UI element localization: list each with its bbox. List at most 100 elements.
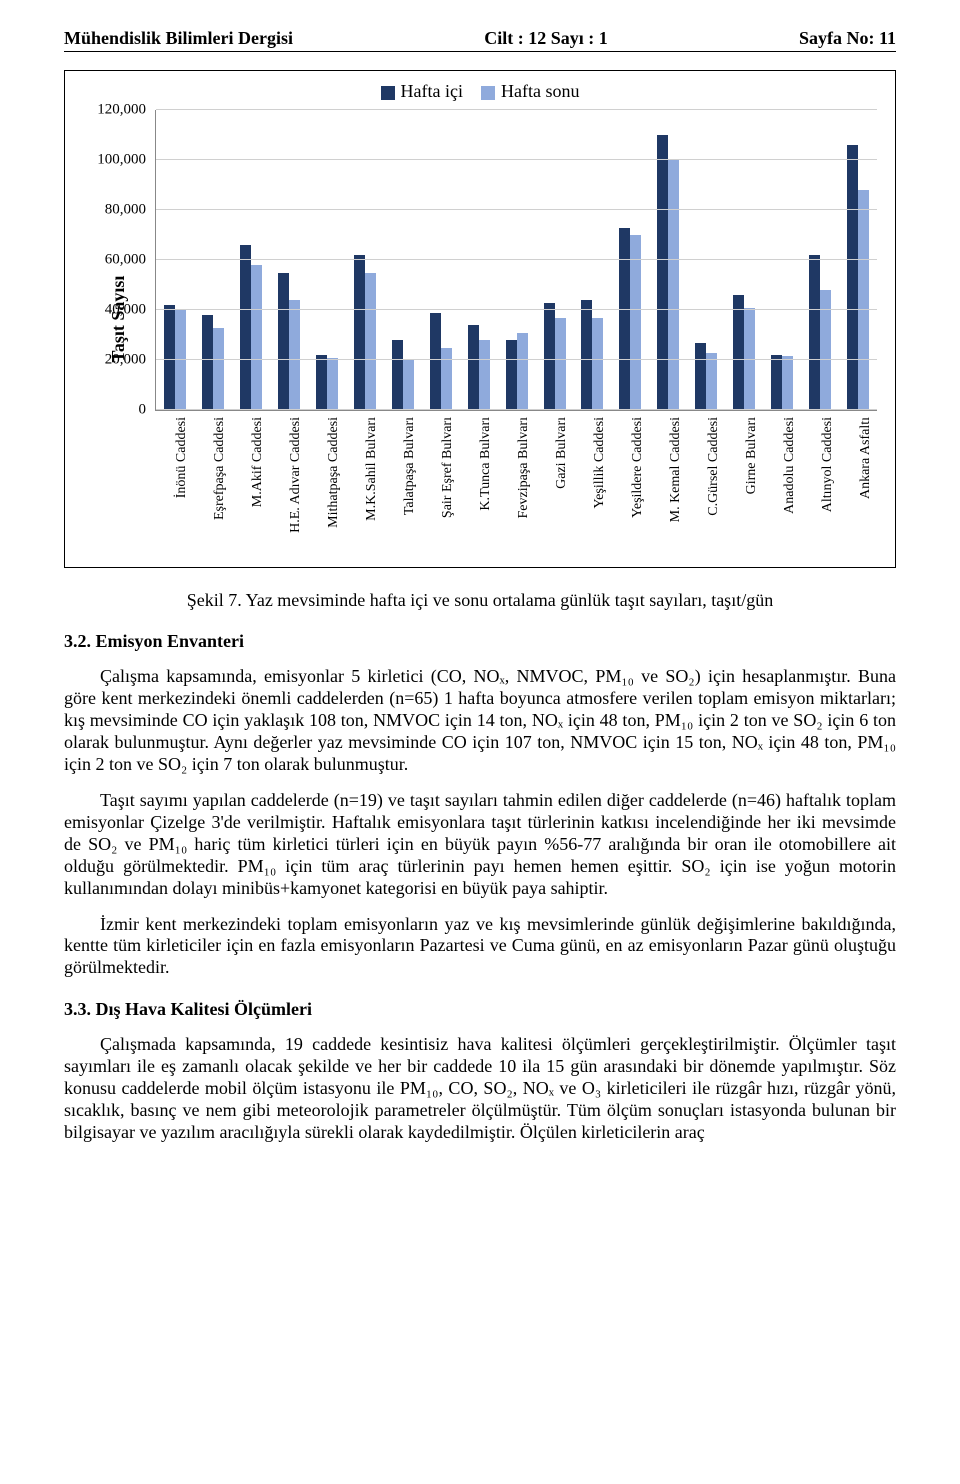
bar-hafta-ici xyxy=(657,135,668,410)
bar-hafta-ici xyxy=(619,228,630,411)
gridline xyxy=(156,109,877,110)
bar-hafta-ici xyxy=(771,355,782,410)
bar-hafta-sonu xyxy=(403,360,414,410)
bar-hafta-ici xyxy=(581,300,592,410)
x-tick-label: M.K.Sahil Bulvarı xyxy=(345,411,383,541)
gridline xyxy=(156,359,877,360)
bar-hafta-ici xyxy=(809,255,820,410)
x-tick-label: Ankara Asfaltı xyxy=(839,411,877,541)
y-tick-label: 40,000 xyxy=(86,302,146,319)
bar-hafta-sonu xyxy=(555,318,566,411)
bar-pair xyxy=(156,110,194,410)
bar-hafta-ici xyxy=(278,273,289,411)
bar-hafta-sonu xyxy=(517,333,528,411)
bar-pair xyxy=(611,110,649,410)
bar-pair xyxy=(573,110,611,410)
bar-hafta-sonu xyxy=(175,310,186,410)
legend-label: Hafta içi xyxy=(401,81,463,101)
bar-pair xyxy=(536,110,574,410)
bar-pair xyxy=(687,110,725,410)
bar-hafta-sonu xyxy=(706,353,717,411)
gridline xyxy=(156,309,877,310)
x-tick-label: Yeşildere Caddesi xyxy=(611,411,649,541)
bar-hafta-sonu xyxy=(441,348,452,411)
x-tick-label: Altınyol Caddesi xyxy=(801,411,839,541)
figure-caption: Şekil 7. Yaz mevsiminde hafta içi ve son… xyxy=(64,590,896,611)
section-3-2-heading: 3.2. Emisyon Envanteri xyxy=(64,631,896,652)
x-tick-label: Eşrefpaşa Caddesi xyxy=(193,411,231,541)
x-tick-label: M. Kemal Caddesi xyxy=(649,411,687,541)
legend-swatch xyxy=(481,86,495,100)
bar-hafta-ici xyxy=(430,313,441,411)
header-right: Sayfa No: 11 xyxy=(799,28,896,49)
bar-pair xyxy=(308,110,346,410)
y-tick-label: 80,000 xyxy=(86,202,146,219)
chart-legend: Hafta içi Hafta sonu xyxy=(75,81,885,102)
tasit-sayisi-chart: Hafta içi Hafta sonu Taşıt Sayısı 0 20,000… xyxy=(64,70,896,568)
bar-pair xyxy=(763,110,801,410)
bar-hafta-sonu xyxy=(365,273,376,411)
legend-label: Hafta sonu xyxy=(501,81,579,101)
bar-hafta-ici xyxy=(354,255,365,410)
bar-hafta-ici xyxy=(544,303,555,411)
bar-hafta-sonu xyxy=(668,160,679,410)
bar-hafta-ici xyxy=(164,305,175,410)
bar-hafta-sonu xyxy=(327,358,338,411)
header-left: Mühendislik Bilimleri Dergisi xyxy=(64,28,293,49)
bar-pair xyxy=(498,110,536,410)
page-header: Mühendislik Bilimleri Dergisi Cilt : 12 … xyxy=(64,28,896,52)
header-center: Cilt : 12 Sayı : 1 xyxy=(484,28,608,49)
bar-pair xyxy=(270,110,308,410)
gridline xyxy=(156,159,877,160)
gridline xyxy=(156,409,877,410)
bar-hafta-ici xyxy=(695,343,706,411)
bar-hafta-sonu xyxy=(289,300,300,410)
section-3-3-p1: Çalışmada kapsamında, 19 caddede kesinti… xyxy=(64,1034,896,1144)
section-3-2-p1: Çalışma kapsamında, emisyonlar 5 kirleti… xyxy=(64,666,896,776)
x-tick-label: İnönü Caddesi xyxy=(155,411,193,541)
x-tick-label: Mithatpaşa Caddesi xyxy=(307,411,345,541)
bar-hafta-ici xyxy=(468,325,479,410)
bar-pair xyxy=(649,110,687,410)
y-tick-label: 20,000 xyxy=(86,352,146,369)
bar-pair xyxy=(460,110,498,410)
section-3-3-heading: 3.3. Dış Hava Kalitesi Ölçümleri xyxy=(64,999,896,1020)
bar-pair xyxy=(194,110,232,410)
y-tick-label: 120,000 xyxy=(86,102,146,119)
section-3-2-p3: İzmir kent merkezindeki toplam emisyonla… xyxy=(64,914,896,980)
x-tick-label: Anadolu Caddesi xyxy=(763,411,801,541)
legend-swatch xyxy=(381,86,395,100)
x-tick-label: Yeşillik Caddesi xyxy=(573,411,611,541)
bar-pair xyxy=(346,110,384,410)
bars-container xyxy=(156,110,877,410)
bar-hafta-sonu xyxy=(479,340,490,410)
bar-hafta-sonu xyxy=(630,235,641,410)
x-tick-label: Fevzipaşa Bulvarı xyxy=(497,411,535,541)
bar-hafta-sonu xyxy=(858,190,869,410)
bar-pair xyxy=(422,110,460,410)
bar-hafta-sonu xyxy=(251,265,262,410)
bar-hafta-ici xyxy=(506,340,517,410)
x-axis-labels: İnönü CaddesiEşrefpaşa CaddesiM.Akif Cad… xyxy=(155,411,877,541)
gridline xyxy=(156,259,877,260)
y-axis-label: Taşıt Sayısı xyxy=(108,276,129,363)
bar-pair xyxy=(839,110,877,410)
x-tick-label: C.Gürsel Caddesi xyxy=(687,411,725,541)
bar-hafta-sonu xyxy=(213,328,224,411)
bar-pair xyxy=(232,110,270,410)
x-tick-label: M.Akif Caddesi xyxy=(231,411,269,541)
x-tick-label: Gazi Bulvarı xyxy=(535,411,573,541)
bar-hafta-ici xyxy=(847,145,858,410)
bar-hafta-ici xyxy=(733,295,744,410)
bar-hafta-ici xyxy=(240,245,251,410)
bar-pair xyxy=(725,110,763,410)
bar-hafta-ici xyxy=(202,315,213,410)
y-tick-label: 60,000 xyxy=(86,252,146,269)
x-tick-label: K.Tunca Bulvarı xyxy=(459,411,497,541)
bar-pair xyxy=(801,110,839,410)
x-tick-label: Girne Bulvarı xyxy=(725,411,763,541)
bar-hafta-sonu xyxy=(782,356,793,410)
bar-hafta-ici xyxy=(392,340,403,410)
bar-hafta-ici xyxy=(316,355,327,410)
y-tick-label: 0 xyxy=(86,402,146,419)
